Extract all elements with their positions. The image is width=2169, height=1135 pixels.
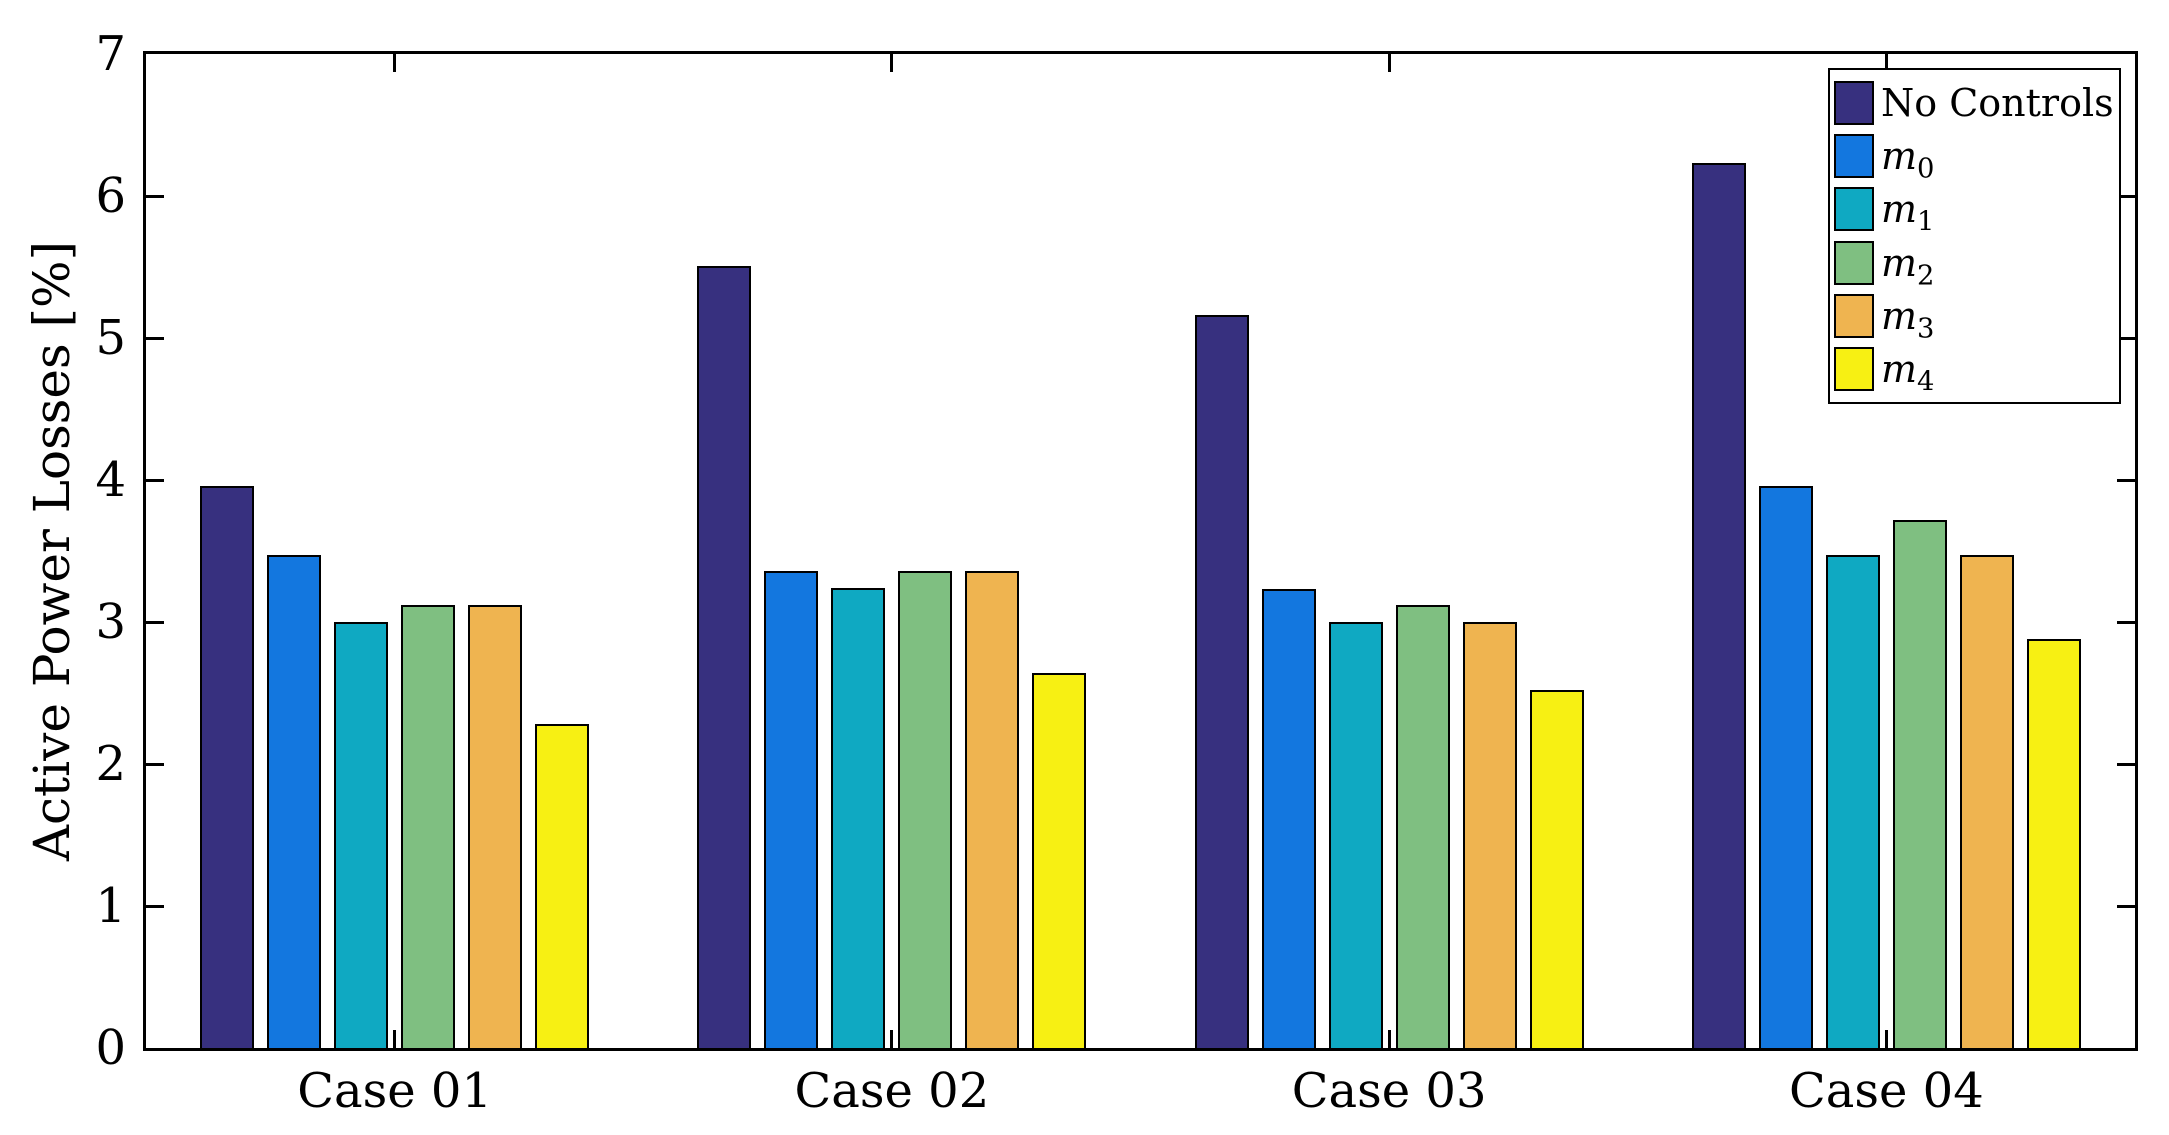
bar-case-01-m0 [267,555,322,1048]
x-tick-mark-bottom-case-02 [890,1030,894,1048]
legend-swatch-m4 [1834,346,1874,391]
y-tick-mark-right-6 [2117,194,2135,198]
bar-case-04-no-controls [1691,163,1746,1048]
legend-item-m4: m4 [1834,346,2119,398]
legend: No Controls m0 m1 m2 m3 m4 [1828,68,2121,404]
plot-area: No Controls m0 m1 m2 m3 m4 [143,51,2138,1051]
bar-case-03-m3 [1462,622,1517,1048]
bar-case-03-m0 [1261,589,1316,1048]
bar-case-04-m3 [1959,555,2014,1048]
bar-case-01-m4 [535,724,590,1048]
bar-case-04-m0 [1758,486,1813,1048]
legend-item-m2: m2 [1834,240,2119,292]
y-tick-label-5: 5 [95,310,126,366]
x-tick-label-case-03: Case 03 [1291,1063,1487,1119]
legend-label-no-controls: No Controls [1881,81,2114,126]
legend-item-m3: m3 [1834,293,2119,345]
y-tick-mark-right-2 [2117,762,2135,766]
y-tick-mark-right-1 [2117,904,2135,908]
y-tick-mark-right-3 [2117,620,2135,624]
bar-case-02-no-controls [697,266,752,1048]
legend-swatch-m1 [1834,187,1874,232]
y-tick-mark-right-4 [2117,478,2135,482]
bar-group-case-02 [697,266,1087,1048]
bar-case-01-m3 [468,605,523,1048]
y-tick-mark-left-5 [146,336,164,340]
axis-ticks-layer [146,54,2135,1048]
bar-group-case-01 [200,486,590,1048]
x-tick-label-case-02: Case 02 [794,1063,990,1119]
legend-label-m0: m0 [1881,134,1935,185]
legend-swatch-m3 [1834,293,1874,338]
x-tick-label-case-01: Case 01 [297,1063,492,1119]
y-tick-label-3: 3 [95,594,126,650]
bar-case-02-m3 [965,571,1020,1048]
bar-case-01-m1 [334,622,389,1048]
legend-item-m0: m0 [1834,134,2119,185]
legend-label-m3: m3 [1881,293,1935,345]
x-tick-label-case-04: Case 04 [1789,1063,1984,1119]
bar-group-case-03 [1194,315,1584,1048]
x-tick-mark-top-case-04 [1884,54,1888,72]
legend-item-m1: m1 [1834,187,2119,239]
legend-swatch-m2 [1834,240,1874,285]
y-tick-mark-left-2 [146,762,164,766]
bar-case-01-no-controls [200,486,255,1048]
x-tick-mark-bottom-case-01 [393,1030,397,1048]
y-tick-mark-left-6 [146,194,164,198]
x-tick-mark-bottom-case-04 [1884,1030,1888,1048]
bar-case-03-m1 [1328,622,1383,1048]
x-tick-mark-top-case-01 [393,54,397,72]
y-tick-label-7: 7 [95,26,126,82]
bar-case-03-m4 [1529,690,1584,1048]
y-tick-label-0: 0 [95,1020,126,1076]
y-tick-mark-left-1 [146,904,164,908]
y-tick-label-4: 4 [95,452,126,508]
bar-case-03-no-controls [1194,315,1249,1048]
bar-case-04-m1 [1825,555,1880,1048]
legend-label-m1: m1 [1881,187,1935,239]
y-tick-mark-left-3 [146,620,164,624]
y-tick-label-1: 1 [95,878,126,934]
legend-item-no-controls: No Controls [1834,81,2119,126]
bar-case-01-m2 [401,605,456,1048]
y-tick-label-6: 6 [95,168,126,224]
bar-case-04-m4 [2026,639,2081,1048]
y-tick-label-2: 2 [95,736,126,792]
bar-case-02-m2 [898,571,953,1048]
bar-case-02-m4 [1032,673,1087,1048]
x-tick-mark-bottom-case-03 [1387,1030,1391,1048]
x-tick-mark-top-case-02 [890,54,894,72]
bar-group-case-04 [1691,163,2081,1048]
bar-case-02-m1 [831,588,886,1048]
bar-case-04-m2 [1892,520,1947,1048]
legend-swatch-no-controls [1834,81,1874,126]
legend-swatch-m0 [1834,134,1874,179]
bar-case-02-m0 [764,571,819,1048]
legend-label-m4: m4 [1881,346,1935,398]
x-tick-mark-top-case-03 [1387,54,1391,72]
bar-case-03-m2 [1395,605,1450,1048]
legend-label-m2: m2 [1881,240,1935,292]
y-tick-mark-right-5 [2117,336,2135,340]
bars-layer [146,54,2135,1048]
y-tick-mark-left-4 [146,478,164,482]
